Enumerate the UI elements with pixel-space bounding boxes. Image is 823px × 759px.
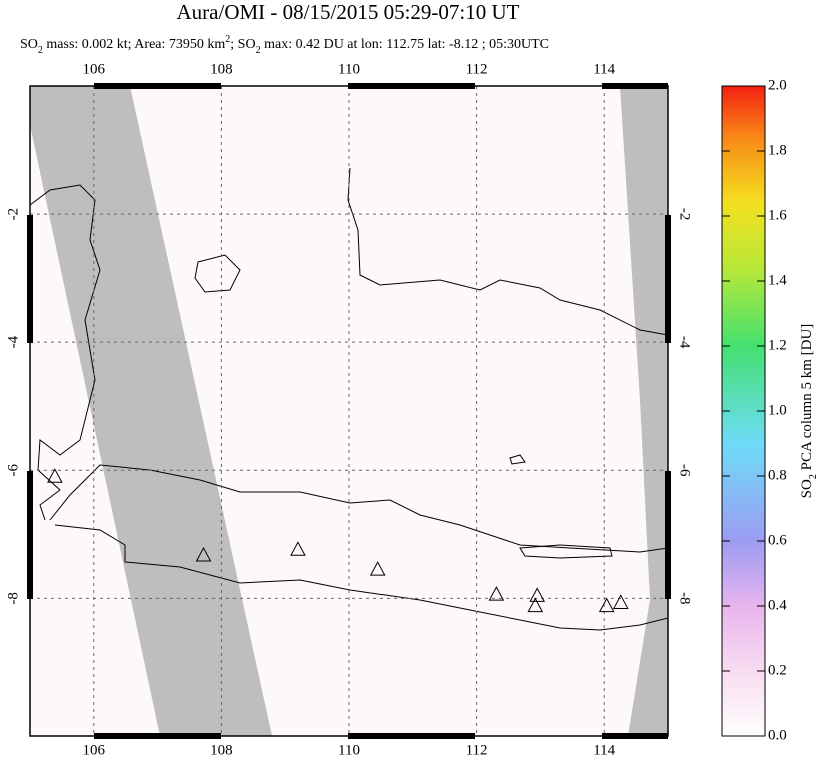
coastline bbox=[30, 184, 101, 521]
subtitle-part: ; SO bbox=[230, 37, 255, 52]
colorbar-tick-label: 0.0 bbox=[768, 727, 787, 743]
title: Aura/OMI - 08/15/2015 05:29-07:10 UT bbox=[177, 0, 520, 24]
colorbar-tick-label: 0.4 bbox=[768, 597, 787, 613]
lon-tick-label: 114 bbox=[593, 61, 615, 77]
frame-bar bbox=[665, 471, 671, 599]
colorbar-tick-label: 1.8 bbox=[768, 142, 787, 158]
volcano bbox=[612, 594, 629, 609]
subtitle-part: mass: 0.002 kt; Area: 73950 km bbox=[43, 37, 225, 52]
subtitle-part: 2 bbox=[225, 34, 230, 45]
frame-bar bbox=[94, 83, 221, 89]
frame-bars bbox=[27, 83, 671, 739]
coastline bbox=[519, 544, 613, 559]
subtitle: SO2 mass: 0.002 kt; Area: 73950 km2; SO2… bbox=[20, 34, 549, 56]
volcano bbox=[195, 546, 212, 562]
volcano bbox=[598, 597, 615, 613]
lon-tick-label: 108 bbox=[210, 742, 233, 758]
lon-tick-label: 110 bbox=[338, 742, 360, 758]
lon-tick-label: 110 bbox=[338, 61, 360, 77]
frame-bar bbox=[602, 83, 668, 89]
colorbar-tick-label: 1.0 bbox=[768, 402, 787, 418]
frame-bar bbox=[348, 733, 475, 739]
volcano bbox=[488, 586, 505, 601]
lat-tick-label: -6 bbox=[677, 464, 693, 477]
coastline bbox=[509, 454, 526, 465]
grid bbox=[30, 86, 668, 736]
coastline bbox=[194, 254, 241, 293]
lon-tick-label: 112 bbox=[466, 61, 488, 77]
lon-tick-label: 106 bbox=[83, 742, 106, 758]
colorbar-label-part: SO bbox=[799, 479, 815, 498]
swath-gap bbox=[30, 86, 272, 736]
subtitle-part: 2 bbox=[256, 45, 261, 56]
lat-tick-label: -2 bbox=[677, 208, 693, 221]
volcano bbox=[290, 541, 306, 556]
lon-tick-label: 108 bbox=[210, 61, 233, 77]
lat-tick-label: -2 bbox=[5, 208, 21, 221]
volcano bbox=[527, 597, 544, 613]
lat-tick-label: -4 bbox=[5, 335, 21, 348]
colorbar-tick-label: 1.6 bbox=[768, 207, 787, 223]
lon-tick-label: 106 bbox=[83, 61, 106, 77]
lon-tick-label: 114 bbox=[593, 742, 615, 758]
colorbar-label: SO2 PCA column 5 km [DU] bbox=[799, 324, 818, 499]
colorbar-tick-label: 0.8 bbox=[768, 467, 787, 483]
colorbar-label-part: 2 bbox=[808, 474, 819, 479]
swath-gap bbox=[620, 86, 668, 736]
frame-bar bbox=[665, 215, 671, 343]
colorbar-label-part: PCA column 5 km [DU] bbox=[799, 324, 815, 474]
lat-tick-label: -8 bbox=[5, 592, 21, 605]
colorbar-tick-label: 1.4 bbox=[768, 272, 787, 288]
subtitle-part: SO bbox=[20, 37, 38, 52]
frame-bar bbox=[27, 215, 33, 343]
colorbar-tick-label: 2.0 bbox=[768, 77, 787, 93]
frame-bar bbox=[348, 83, 475, 89]
frame-bar bbox=[27, 471, 33, 599]
colorbar-tick-label: 0.2 bbox=[768, 662, 787, 678]
lat-tick-label: -8 bbox=[677, 592, 693, 605]
colorbar-tick-label: 1.2 bbox=[768, 337, 787, 353]
volcano bbox=[369, 561, 386, 576]
lon-tick-label: 112 bbox=[466, 742, 488, 758]
colorbar-tick-label: 0.6 bbox=[768, 532, 787, 548]
subtitle-part: max: 0.42 DU at lon: 112.75 lat: -8.12 ;… bbox=[261, 37, 549, 52]
volcano bbox=[47, 468, 63, 483]
lat-tick-label: -6 bbox=[5, 463, 21, 476]
coastline bbox=[54, 524, 668, 631]
frame-bar bbox=[94, 733, 221, 739]
coastline bbox=[347, 167, 668, 336]
frame-bar bbox=[602, 733, 668, 739]
lat-tick-label: -4 bbox=[677, 336, 693, 349]
subtitle-part: 2 bbox=[38, 45, 43, 56]
